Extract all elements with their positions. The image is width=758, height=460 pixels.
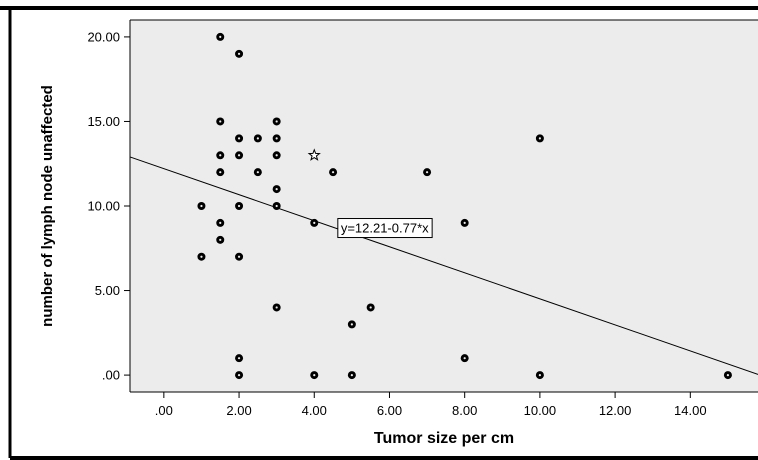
scatter-point: [216, 235, 225, 244]
scatter-point: [216, 168, 225, 177]
equation-box: y=12.21-0.77*x: [337, 218, 433, 239]
scatter-point: [535, 371, 544, 380]
scatter-point: [235, 252, 244, 261]
y-tick-label: 15.00: [87, 114, 120, 129]
scatter-point: [366, 303, 375, 312]
scatter-point: [235, 151, 244, 160]
scatter-point: [235, 354, 244, 363]
scatter-point: [253, 134, 262, 143]
scatter-point: [272, 151, 281, 160]
scatter-point: [272, 185, 281, 194]
scatter-point: [235, 371, 244, 380]
x-tick-label: 6.00: [377, 403, 402, 418]
scatter-point: [347, 371, 356, 380]
x-tick-label: 10.00: [524, 403, 557, 418]
scatter-point: [253, 168, 262, 177]
scatter-point: [216, 117, 225, 126]
scatter-point: [310, 371, 319, 380]
x-tick-label: 4.00: [302, 403, 327, 418]
scatter-point-star: [307, 148, 321, 161]
scatter-point: [235, 49, 244, 58]
x-tick-label: 8.00: [452, 403, 477, 418]
scatter-point: [423, 168, 432, 177]
scatter-point: [272, 303, 281, 312]
fit-equation-label: y=12.21-0.77*x: [341, 221, 429, 236]
scatter-point: [460, 354, 469, 363]
scatter-point: [460, 218, 469, 227]
scatter-point: [272, 117, 281, 126]
x-tick-label: 2.00: [226, 403, 251, 418]
scatter-point: [329, 168, 338, 177]
scatter-point: [197, 202, 206, 210]
scatter-point: [235, 202, 244, 210]
x-axis-ticks: .00 2.00 4.00 6.00 8.00 10.00 12.00 14.00: [155, 392, 707, 418]
scatter-point: [216, 151, 225, 160]
scatter-point: [216, 218, 225, 227]
y-tick-label: 10.00: [87, 199, 120, 214]
scatter-point: [310, 218, 319, 227]
plot-area: [130, 20, 758, 392]
equation-box-border: [337, 218, 433, 239]
scatter-point: [272, 202, 281, 210]
scatter-point: [197, 252, 206, 261]
y-tick-label: 20.00: [87, 29, 120, 44]
scatter-point: [535, 134, 544, 143]
scatter-point: [347, 320, 356, 329]
scatter-point: [723, 371, 732, 380]
y-axis-title: number of lymph node unaffected: [39, 85, 56, 327]
y-axis-ticks: .00 5.00 10.00 15.00 20.00: [87, 29, 130, 383]
scatter-point: [216, 32, 225, 41]
y-tick-label: 5.00: [95, 283, 120, 298]
x-tick-label: 14.00: [674, 403, 707, 418]
data-points: [197, 32, 732, 380]
regression-line: [129, 156, 758, 375]
y-tick-label: .00: [102, 368, 120, 383]
x-tick-label: .00: [155, 403, 173, 418]
scatter-point: [272, 134, 281, 143]
scatter-point: [235, 134, 244, 143]
x-tick-label: 12.00: [599, 403, 632, 418]
fit-line-group: [129, 156, 758, 375]
x-axis-title: Tumor size per cm: [374, 430, 514, 447]
